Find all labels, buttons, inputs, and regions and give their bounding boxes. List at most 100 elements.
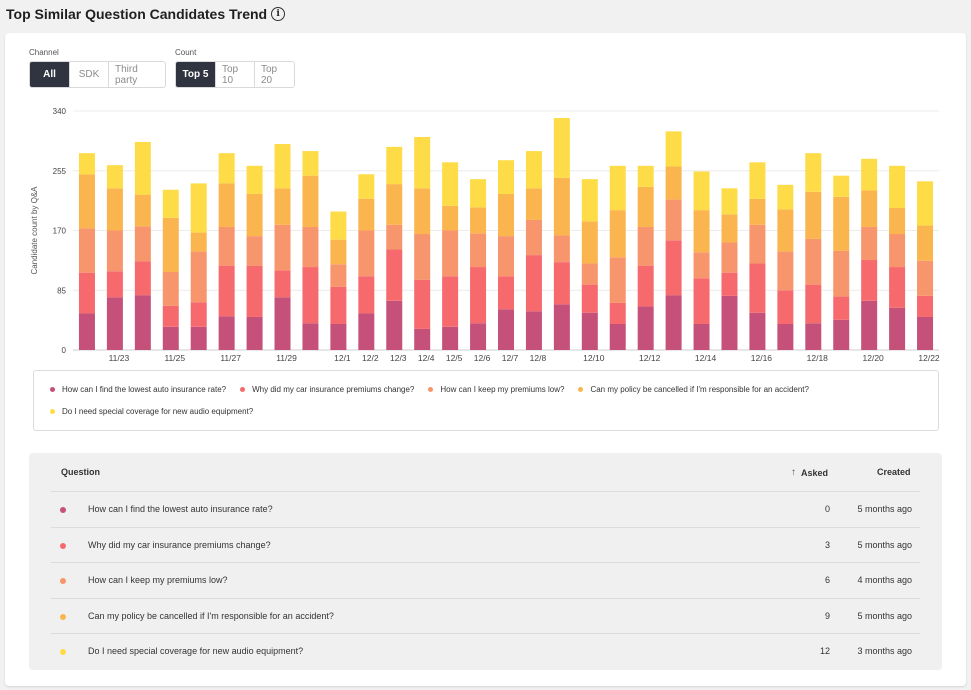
bar-segment[interactable] — [162, 305, 179, 327]
bar-segment[interactable] — [78, 228, 95, 273]
bar-segment[interactable] — [749, 198, 766, 225]
bar-segment[interactable] — [106, 230, 123, 272]
bar-segment[interactable] — [358, 174, 375, 199]
bar-segment[interactable] — [805, 153, 822, 192]
legend-item[interactable]: Do I need special coverage for new audio… — [50, 405, 253, 417]
bar-segment[interactable] — [581, 284, 598, 313]
bar-segment[interactable] — [721, 272, 738, 296]
bar-segment[interactable] — [833, 250, 850, 297]
bar-segment[interactable] — [721, 188, 738, 215]
legend-item[interactable]: How can I find the lowest auto insurance… — [50, 383, 226, 395]
bar-segment[interactable] — [553, 262, 570, 305]
bar-segment[interactable] — [386, 249, 403, 301]
table-row[interactable]: Do I need special coverage for new audio… — [51, 633, 920, 669]
bar-segment[interactable] — [218, 183, 235, 227]
bar-segment[interactable] — [358, 198, 375, 231]
bar-segment[interactable] — [442, 326, 459, 350]
bar-segment[interactable] — [302, 175, 319, 227]
bar-segment[interactable] — [721, 214, 738, 243]
bar-segment[interactable] — [134, 226, 151, 262]
bar-segment[interactable] — [330, 239, 347, 265]
bar-segment[interactable] — [302, 267, 319, 324]
bar-segment[interactable] — [218, 226, 235, 266]
bar-segment[interactable] — [861, 158, 878, 191]
bar-segment[interactable] — [665, 131, 682, 167]
bar-segment[interactable] — [162, 217, 179, 272]
bar-segment[interactable] — [106, 188, 123, 231]
bar-segment[interactable] — [246, 236, 263, 266]
bar-segment[interactable] — [525, 188, 542, 220]
bar-segment[interactable] — [917, 316, 934, 350]
bar-segment[interactable] — [693, 323, 710, 350]
channel-option-sdk[interactable]: SDK — [70, 62, 109, 87]
bar-segment[interactable] — [162, 189, 179, 218]
bar-segment[interactable] — [693, 278, 710, 324]
bar-segment[interactable] — [693, 252, 710, 279]
bar-segment[interactable] — [274, 224, 291, 271]
bar-segment[interactable] — [777, 184, 794, 210]
bar-segment[interactable] — [525, 311, 542, 350]
bar-segment[interactable] — [889, 234, 906, 268]
bar-segment[interactable] — [553, 177, 570, 236]
bar-segment[interactable] — [386, 146, 403, 185]
legend-item[interactable]: Can my policy be cancelled if I'm respon… — [578, 383, 809, 395]
bar-segment[interactable] — [330, 286, 347, 324]
bar-segment[interactable] — [358, 313, 375, 350]
bar-segment[interactable] — [218, 316, 235, 350]
bar-segment[interactable] — [414, 328, 431, 350]
bar-segment[interactable] — [721, 295, 738, 350]
bar-segment[interactable] — [302, 151, 319, 176]
bar-segment[interactable] — [721, 242, 738, 273]
bar-segment[interactable] — [917, 225, 934, 261]
bar-segment[interactable] — [274, 297, 291, 350]
channel-option-all[interactable]: All — [30, 62, 70, 87]
bar-segment[interactable] — [106, 271, 123, 298]
bar-segment[interactable] — [414, 279, 431, 329]
bar-segment[interactable] — [386, 184, 403, 225]
bar-segment[interactable] — [498, 309, 514, 350]
bar-segment[interactable] — [78, 313, 95, 350]
bar-segment[interactable] — [218, 153, 235, 184]
bar-segment[interactable] — [889, 208, 906, 235]
bar-segment[interactable] — [78, 174, 95, 229]
bar-segment[interactable] — [302, 323, 319, 350]
legend-item[interactable]: Why did my car insurance premiums change… — [240, 383, 414, 395]
bar-segment[interactable] — [805, 323, 822, 350]
bar-segment[interactable] — [470, 323, 487, 350]
bar-segment[interactable] — [498, 193, 514, 237]
bar-segment[interactable] — [665, 199, 682, 241]
bar-segment[interactable] — [609, 323, 626, 350]
bar-segment[interactable] — [833, 196, 850, 251]
bar-segment[interactable] — [749, 224, 766, 264]
bar-segment[interactable] — [525, 219, 542, 256]
bar-segment[interactable] — [889, 165, 906, 209]
bar-segment[interactable] — [637, 306, 654, 350]
bar-segment[interactable] — [889, 307, 906, 350]
bar-segment[interactable] — [106, 165, 123, 189]
bar-segment[interactable] — [190, 183, 207, 233]
bar-segment[interactable] — [553, 304, 570, 350]
bar-segment[interactable] — [442, 230, 459, 277]
bar-segment[interactable] — [917, 260, 934, 296]
bar-segment[interactable] — [470, 207, 487, 234]
bar-segment[interactable] — [693, 171, 710, 211]
bar-segment[interactable] — [414, 137, 431, 189]
bar-segment[interactable] — [917, 295, 934, 317]
bar-segment[interactable] — [442, 276, 459, 327]
bar-segment[interactable] — [861, 190, 878, 227]
bar-segment[interactable] — [525, 151, 542, 189]
count-option-top-5[interactable]: Top 5 — [176, 62, 216, 87]
bar-segment[interactable] — [609, 165, 626, 211]
bar-segment[interactable] — [777, 251, 794, 291]
bar-segment[interactable] — [470, 233, 487, 268]
header-question[interactable]: Question — [61, 467, 101, 477]
bar-segment[interactable] — [861, 300, 878, 350]
bar-segment[interactable] — [805, 284, 822, 324]
bar-segment[interactable] — [665, 240, 682, 296]
bar-segment[interactable] — [665, 166, 682, 200]
bar-segment[interactable] — [78, 153, 95, 175]
bar-segment[interactable] — [330, 264, 347, 287]
bar-segment[interactable] — [833, 296, 850, 320]
bar-segment[interactable] — [358, 276, 375, 314]
bar-segment[interactable] — [442, 162, 459, 206]
